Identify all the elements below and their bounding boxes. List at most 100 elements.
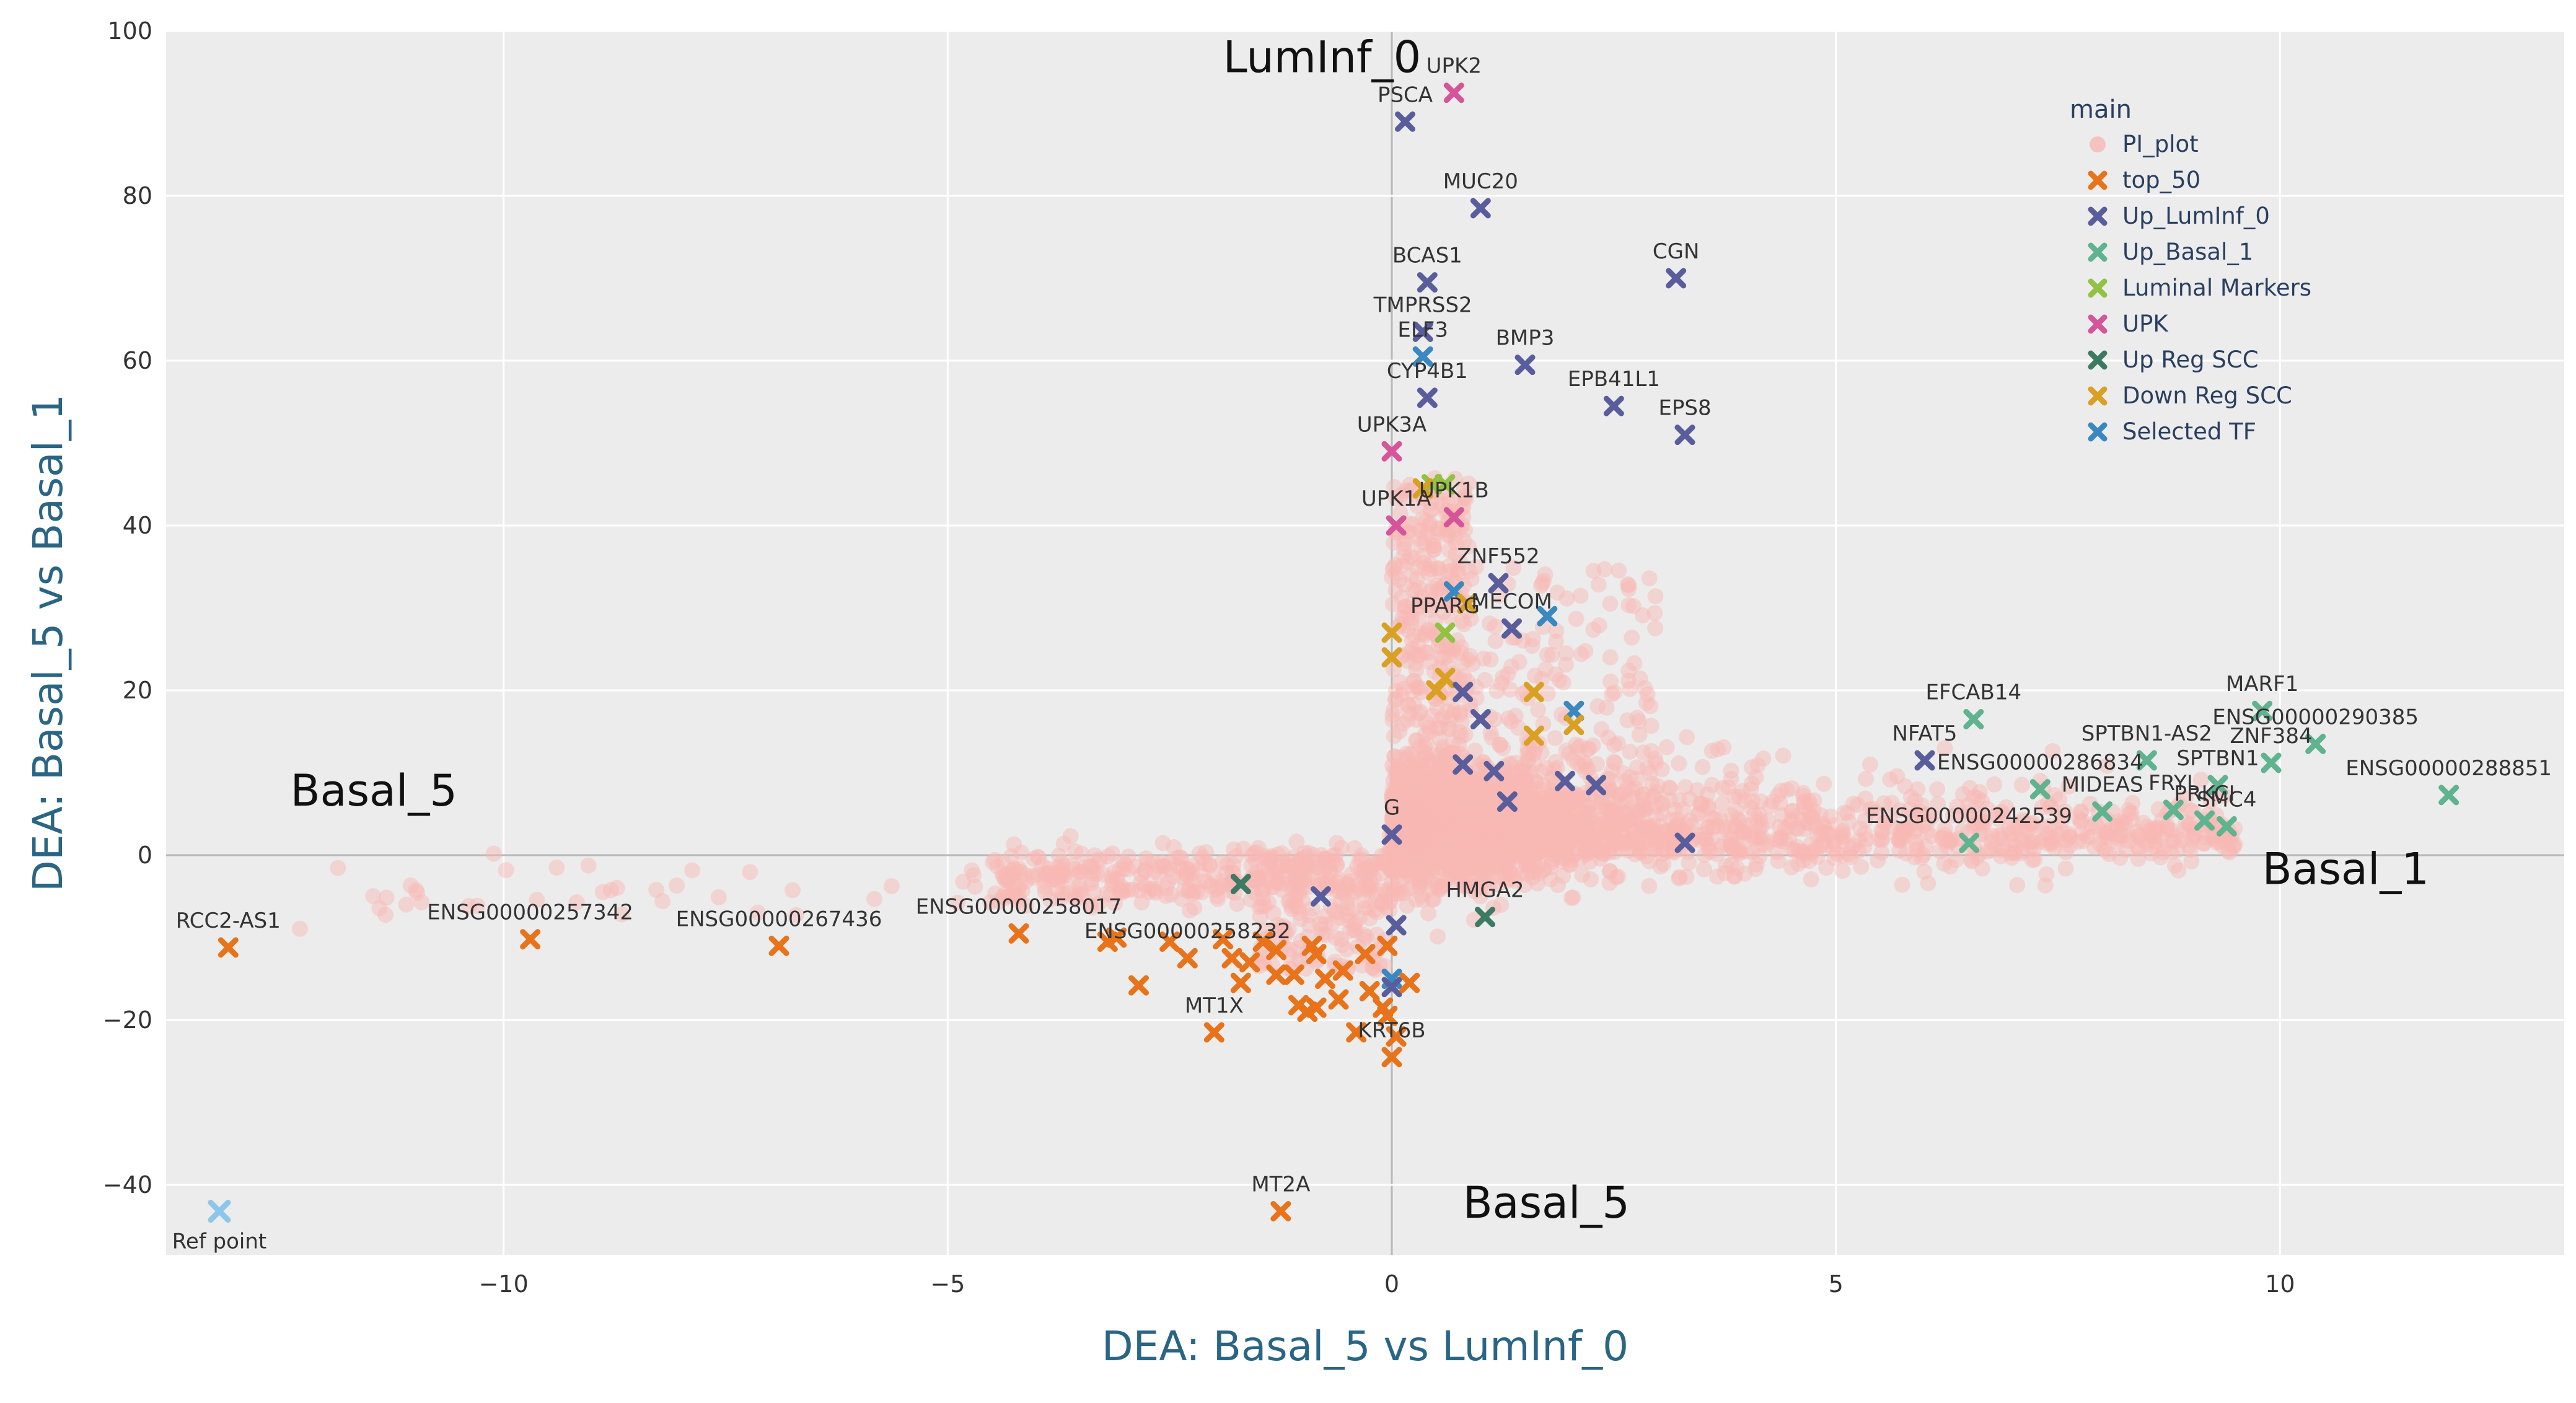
- pi-plot-dot: [1392, 795, 1409, 812]
- pi-plot-dot: [1386, 847, 1403, 864]
- pi-plot-dot: [1464, 801, 1480, 817]
- pi-plot-dot: [1457, 839, 1474, 856]
- pi-plot-dot: [1399, 829, 1416, 845]
- pi-plot-dot: [1681, 855, 1697, 871]
- pi-plot-dot: [1469, 808, 1486, 825]
- point-label: RCC2-AS1: [176, 908, 281, 933]
- pi-plot-dot: [1446, 775, 1462, 792]
- pi-plot-dot: [1453, 788, 1469, 805]
- pi-plot-dot: [1389, 853, 1405, 869]
- pi-plot-dot: [1431, 881, 1448, 897]
- pi-plot-dot: [1397, 821, 1414, 838]
- pi-plot-dot: [1484, 825, 1500, 842]
- pi-plot-dot: [1417, 817, 1433, 833]
- pi-plot-dot: [1549, 789, 1565, 806]
- pi-plot-dot: [1437, 813, 1454, 830]
- pi-plot-dot: [1498, 851, 1515, 868]
- pi-plot-dot: [1430, 827, 1447, 843]
- pi-plot-dot: [1506, 843, 1523, 860]
- pi-plot-dot: [1457, 803, 1474, 820]
- pi-plot-dot: [1398, 838, 1415, 855]
- pi-plot-dot: [1501, 842, 1518, 859]
- pi-plot-dot: [1407, 780, 1423, 797]
- pi-plot-dot: [1671, 755, 1687, 772]
- pi-plot-dot: [1460, 783, 1477, 800]
- pi-plot-dot: [1401, 842, 1418, 858]
- pi-plot-dot: [1451, 859, 1467, 876]
- pi-plot-dot: [1469, 837, 1486, 854]
- pi-plot-dot: [1501, 854, 1518, 870]
- pi-plot-dot: [1566, 847, 1583, 864]
- pi-plot-dot: [1430, 832, 1447, 848]
- pi-plot-dot: [1386, 811, 1403, 828]
- pi-plot-dot: [1456, 831, 1473, 848]
- point-label: HMGA2: [1446, 878, 1524, 903]
- pi-plot-dot: [866, 891, 882, 907]
- pi-plot-dot: [1399, 897, 1415, 914]
- pi-plot-dot: [1520, 847, 1537, 864]
- pi-plot-dot: [1612, 786, 1629, 803]
- pi-plot-dot: [1432, 832, 1449, 849]
- pi-plot-dot: [1442, 848, 1459, 865]
- pi-plot-dot: [1526, 853, 1542, 869]
- pi-plot-dot: [1418, 796, 1435, 813]
- pi-plot-dot: [1511, 845, 1528, 862]
- pi-plot-dot: [1558, 645, 1575, 662]
- pi-plot-dot: [1480, 865, 1497, 882]
- pi-plot-dot: [1454, 859, 1470, 876]
- pi-plot-dot: [1425, 891, 1442, 908]
- point-label: ZNF384: [2230, 724, 2312, 749]
- pi-plot-dot: [1438, 825, 1454, 842]
- pi-plot-dot: [1417, 787, 1434, 804]
- pi-plot-dot: [1425, 843, 1441, 860]
- pi-plot-dot: [1616, 816, 1633, 833]
- pi-plot-dot: [1440, 791, 1457, 808]
- pi-plot-dot: [1408, 891, 1425, 908]
- pi-plot-dot: [1393, 807, 1410, 824]
- pi-plot-dot: [1459, 807, 1475, 824]
- pi-plot-dot: [1446, 817, 1463, 834]
- pi-plot-dot: [1400, 824, 1417, 840]
- pi-plot-dot: [1441, 806, 1458, 822]
- pi-plot-dot: [1415, 789, 1432, 806]
- pi-plot-dot: [1539, 812, 1555, 829]
- pi-plot-dot: [1620, 662, 1637, 679]
- pi-plot-dot: [1402, 780, 1419, 796]
- pi-plot-dot: [1472, 812, 1488, 829]
- pi-plot-dot: [1516, 807, 1532, 824]
- pi-plot-dot: [1449, 839, 1466, 856]
- pi-plot-dot: [1400, 775, 1417, 792]
- pi-plot-dot: [1459, 794, 1475, 811]
- pi-plot-dot: [1419, 801, 1436, 817]
- pi-plot-dot: [1413, 839, 1430, 856]
- pi-plot-dot: [1493, 897, 1510, 913]
- pi-plot-dot: [1433, 808, 1449, 825]
- pi-plot-dot: [1462, 870, 1479, 886]
- pi-plot-dot: [1510, 838, 1527, 855]
- pi-plot-dot: [1448, 802, 1464, 819]
- pi-plot-dot: [1418, 795, 1435, 812]
- pi-plot-dot: [1451, 845, 1468, 861]
- pi-plot-dot: [1647, 798, 1664, 814]
- pi-plot-dot: [1011, 877, 1028, 894]
- pi-plot-dot: [1404, 861, 1421, 878]
- pi-plot-dot: [1456, 822, 1473, 839]
- pi-plot-dot: [1417, 791, 1433, 807]
- pi-plot-dot: [1468, 851, 1485, 868]
- pi-plot-dot: [1518, 792, 1535, 809]
- pi-plot-dot: [609, 879, 625, 896]
- pi-plot-dot: [1525, 799, 1542, 816]
- pi-plot-dot: [1474, 845, 1491, 861]
- point-label: ENSG00000267436: [676, 907, 882, 931]
- pi-plot-dot: [1443, 804, 1459, 821]
- pi-plot-dot: [1419, 810, 1436, 827]
- pi-plot-dot: [1384, 862, 1401, 879]
- pi-plot-dot: [1406, 837, 1423, 854]
- pi-plot-dot: [1399, 823, 1415, 840]
- pi-plot-dot: [1414, 804, 1431, 821]
- pi-plot-dot: [1470, 831, 1487, 848]
- pi-plot-dot: [1398, 832, 1414, 849]
- pi-plot-dot: [1507, 708, 1524, 724]
- pi-plot-dot: [1496, 768, 1513, 785]
- pi-plot-dot: [1461, 838, 1477, 855]
